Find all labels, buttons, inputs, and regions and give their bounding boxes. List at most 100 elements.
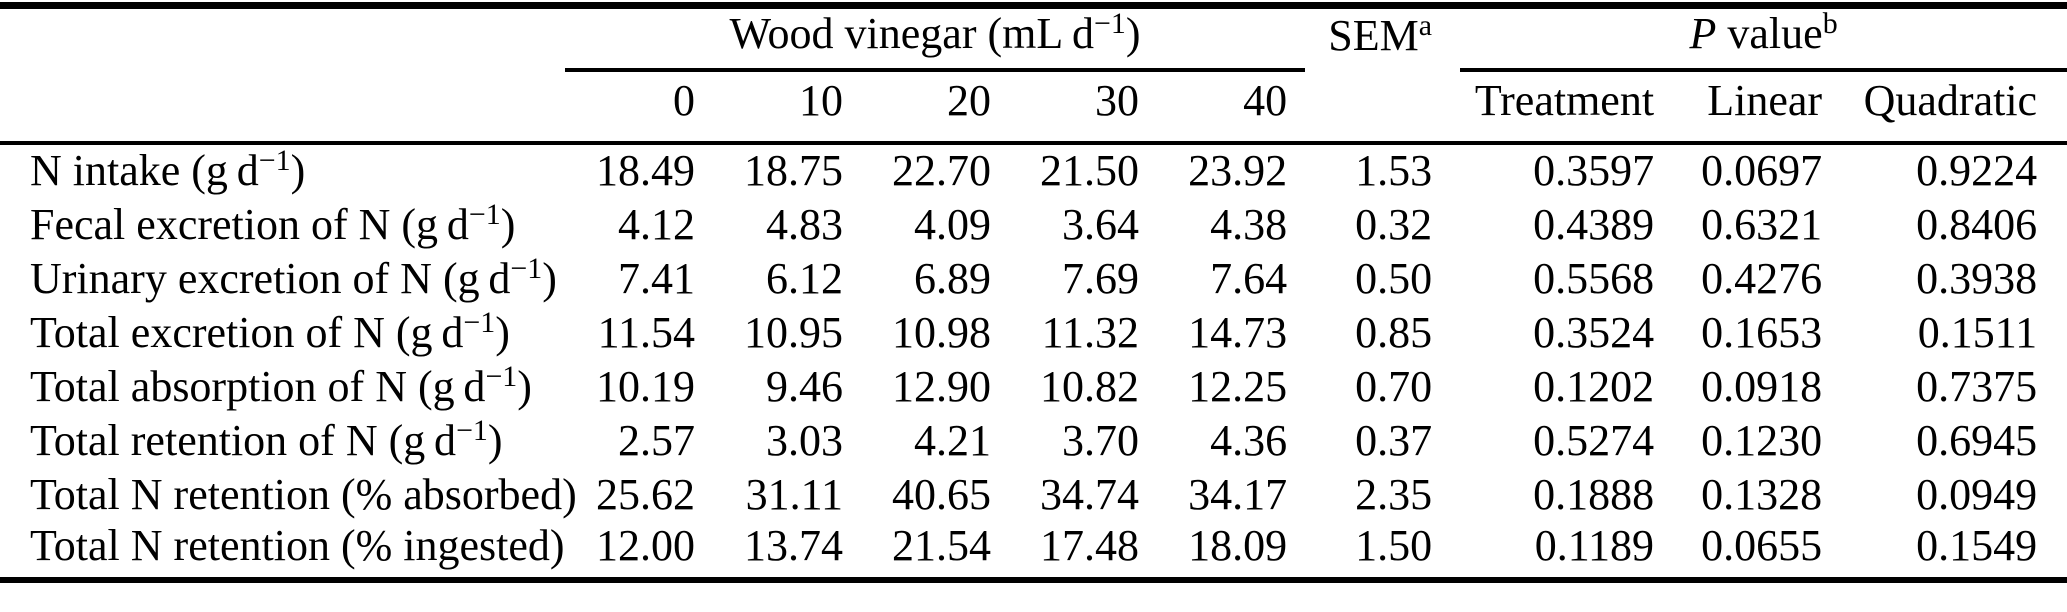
row-label-text: Urinary excretion of N (g d xyxy=(30,254,511,303)
table-row: Total retention of N (g d−1) 2.57 3.03 4… xyxy=(0,413,2067,467)
p-value-cell-quadratic: 0.1511 xyxy=(1917,308,2038,357)
p-value-cell-linear: 0.1230 xyxy=(1701,416,1823,465)
row-label-close: ) xyxy=(487,416,503,465)
dose-value-cell: 11.32 xyxy=(1041,308,1139,357)
dose-value-cell: 17.48 xyxy=(1040,520,1139,570)
dose-value-cell: 4.21 xyxy=(914,416,991,465)
dose-value-cell: 7.64 xyxy=(1210,254,1288,303)
dose-value-cell: 10.19 xyxy=(596,362,695,411)
dose-value-cell: 9.46 xyxy=(766,362,843,411)
p-value-cell-quadratic: 0.0949 xyxy=(1916,470,2038,519)
dose-header-20: 20 xyxy=(861,69,1009,145)
dose-header-10: 10 xyxy=(713,69,861,145)
row-label-text: Total retention of N (g d xyxy=(30,416,457,465)
table-row: Total absorption of N (g d−1) 10.19 9.46… xyxy=(0,359,2067,413)
sem-spacer-cell xyxy=(1305,69,1461,145)
sub-header-row: 0 10 20 30 40 Treatment Linear Quadratic xyxy=(0,69,2067,145)
p-value-cell-quadratic: 0.3938 xyxy=(1916,254,2038,303)
p-value-cell-linear: 0.1328 xyxy=(1701,470,1823,519)
row-label-close: ) xyxy=(500,200,516,249)
dose-value-cell: 34.17 xyxy=(1188,470,1288,519)
dose-value-cell: 4.38 xyxy=(1210,200,1288,249)
p-value-cell-quadratic: 0.9224 xyxy=(1916,146,2038,195)
dose-value-cell: 10.98 xyxy=(892,308,991,357)
row-label: Urinary excretion of N (g d−1) xyxy=(0,251,565,305)
dose-value-cell: 18.09 xyxy=(1188,520,1288,570)
superscript-unit: −1 xyxy=(456,414,488,448)
sem-value-cell: 1.50 xyxy=(1355,520,1433,570)
wood-vinegar-label-close: ) xyxy=(1125,9,1141,58)
dose-value-cell: 18.75 xyxy=(744,146,843,195)
dose-value-cell: 25.62 xyxy=(596,470,695,519)
row-label: N intake (g d−1) xyxy=(0,143,565,197)
sem-value-cell: 0.37 xyxy=(1355,416,1433,465)
p-value-cell-quadratic: 0.7375 xyxy=(1916,362,2038,411)
row-label-text: Total N retention (% ingested) xyxy=(30,520,565,570)
p-value-cell-linear: 0.0918 xyxy=(1701,362,1823,411)
row-label: Total N retention (% ingested) xyxy=(0,521,565,581)
p-value-cell-quadratic: 0.8406 xyxy=(1916,200,2038,249)
p-value-label: value xyxy=(1716,9,1823,58)
table-row: Total N retention (% ingested) 12.00 13.… xyxy=(0,521,2067,581)
p-value-cell-treatment: 0.3597 xyxy=(1533,146,1655,195)
footnote-marker-b: b xyxy=(1822,7,1838,41)
dose-value-cell: 6.89 xyxy=(914,254,991,303)
dose-value-cell: 2.57 xyxy=(618,416,695,465)
row-label-close: ) xyxy=(290,146,306,195)
wood-vinegar-group-header: Wood vinegar (mL d−1) xyxy=(565,5,1306,72)
row-label-close: ) xyxy=(542,254,557,303)
p-value-cell-treatment: 0.1202 xyxy=(1533,362,1655,411)
p-subheader-treatment: Treatment xyxy=(1460,69,1673,145)
dose-value-cell: 3.03 xyxy=(766,416,843,465)
row-label-text: Total excretion of N (g d xyxy=(30,308,464,357)
dose-value-cell: 11.54 xyxy=(597,308,695,357)
row-label-close: ) xyxy=(517,362,532,411)
p-value-group-header: P valueb xyxy=(1460,5,2067,72)
row-label-text: N intake (g d xyxy=(30,146,259,195)
p-value-cell-treatment: 0.5568 xyxy=(1533,254,1655,303)
row-label-text: Fecal excretion of N (g d xyxy=(30,200,469,249)
dose-value-cell: 14.73 xyxy=(1188,308,1288,357)
table-row: Fecal excretion of N (g d−1) 4.12 4.83 4… xyxy=(0,197,2067,251)
dose-value-cell: 12.25 xyxy=(1188,362,1288,411)
dose-value-cell: 13.74 xyxy=(744,520,843,570)
dose-value-cell: 4.83 xyxy=(766,200,843,249)
dose-value-cell: 21.54 xyxy=(892,520,991,570)
group-header-row: Wood vinegar (mL d−1) SEMa P valueb xyxy=(0,5,2067,72)
row-label: Total N retention (% absorbed) xyxy=(0,467,577,521)
p-value-cell-treatment: 0.5274 xyxy=(1533,416,1655,465)
p-italic: P xyxy=(1689,9,1717,58)
row-label: Total retention of N (g d−1) xyxy=(0,413,565,467)
wood-vinegar-label: Wood vinegar (mL d xyxy=(729,9,1095,58)
dose-value-cell: 6.12 xyxy=(766,254,843,303)
table-row: Total excretion of N (g d−1) 11.54 10.95… xyxy=(0,305,2067,359)
dose-value-cell: 10.95 xyxy=(744,308,843,357)
sem-value-cell: 0.50 xyxy=(1355,254,1433,303)
footnote-marker-a: a xyxy=(1418,9,1433,43)
dose-value-cell: 4.12 xyxy=(618,200,695,249)
superscript-unit: −1 xyxy=(258,144,291,178)
p-subheader-quadratic: Quadratic xyxy=(1840,69,2067,145)
sem-value-cell: 2.35 xyxy=(1355,470,1433,519)
superscript-unit: −1 xyxy=(1094,7,1126,41)
dose-header-30: 30 xyxy=(1009,69,1157,145)
dose-value-cell: 12.90 xyxy=(892,362,991,411)
dose-value-cell: 40.65 xyxy=(892,470,991,519)
p-value-cell-linear: 0.0655 xyxy=(1701,520,1823,570)
p-value-cell-quadratic: 0.6945 xyxy=(1916,416,2038,465)
p-value-cell-treatment: 0.1189 xyxy=(1534,520,1655,570)
sem-value-cell: 0.70 xyxy=(1355,362,1433,411)
sem-value-cell: 0.85 xyxy=(1355,308,1433,357)
table-row: Total N retention (% absorbed) 25.62 31.… xyxy=(0,467,2067,521)
sem-label: SEM xyxy=(1328,11,1419,60)
superscript-unit: −1 xyxy=(485,360,518,394)
nitrogen-balance-results-table: Wood vinegar (mL d−1) SEMa P valueb 0 10… xyxy=(0,2,2067,584)
dose-value-cell: 23.92 xyxy=(1188,146,1288,195)
row-label-text: Total absorption of N (g d xyxy=(30,362,486,411)
p-value-cell-treatment: 0.3524 xyxy=(1533,308,1655,357)
dose-value-cell: 3.64 xyxy=(1062,200,1139,249)
dose-value-cell: 21.50 xyxy=(1040,146,1139,195)
p-subheader-linear: Linear xyxy=(1672,69,1841,145)
row-label: Fecal excretion of N (g d−1) xyxy=(0,197,565,251)
row-label: Total absorption of N (g d−1) xyxy=(0,359,565,413)
